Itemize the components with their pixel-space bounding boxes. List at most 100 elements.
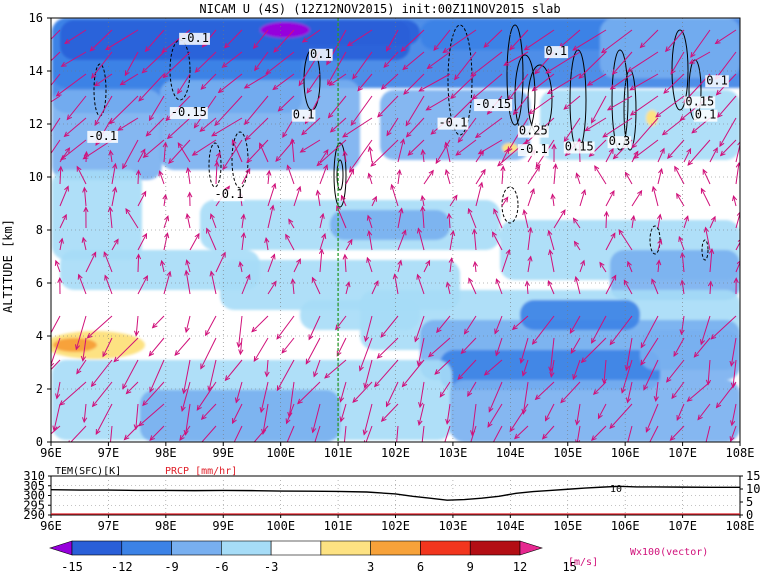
contour-label-bg-1 [309,48,333,61]
wind-vector-shaft [535,381,555,400]
wind-vector-shaft [89,29,113,52]
wind-vector-head [187,191,193,198]
wind-vector-head [521,408,527,415]
wind-vector-shaft [241,274,251,295]
wind-vector-head [380,84,387,90]
wind-vector-head [347,238,353,245]
wind-vector-shaft [472,73,503,100]
wind-vector-444 [352,381,373,403]
wind-vector-208 [552,163,558,185]
wind-vector-head [552,163,558,170]
wind-vector-shaft [627,51,659,72]
wind-vector-head [102,351,108,358]
wind-vector-77 [629,73,659,91]
wind-vector-shaft [657,148,665,163]
ts-yleft-label-3: 305 [23,479,45,493]
wind-vector-shaft [468,208,477,229]
wind-vector-head [584,126,591,132]
wind-vector-shaft [319,249,323,273]
wind-vector-head [340,194,346,201]
wind-vector-245 [107,206,113,229]
wind-vector-head [336,204,341,212]
wind-vector-shaft [397,139,405,163]
wind-vector-19 [523,29,555,51]
contour-label-15: 0.1 [706,73,728,87]
main-xtick-label-5: 101E [324,446,353,460]
wind-vector-383 [174,337,191,356]
wind-vector-114 [199,117,217,132]
ts-xtick-label-1: 97E [98,519,120,533]
wind-vector-474 [445,403,451,425]
wind-vector-head [548,249,554,256]
wind-vector-head [221,62,228,68]
wind-vector-shaft [66,95,87,120]
wind-vector-shaft [475,117,503,138]
wind-vector-4 [144,29,165,53]
wind-vector-shaft [493,208,503,229]
wind-vector-head [113,356,120,363]
wind-vector-358 [236,315,243,349]
wind-vector-shaft [417,228,425,251]
wind-vector-shaft [267,254,275,273]
wind-vector-104 [629,95,659,116]
wind-vector-283 [397,229,407,251]
wind-vector-head [541,433,548,440]
wind-vector-28 [60,51,87,67]
wind-vector-205 [475,168,486,185]
main-xtick-label-4: 100E [266,446,295,460]
wind-vector-shaft [341,195,347,207]
wind-vector-head [238,349,244,356]
wind-vector-337 [392,273,399,295]
wind-vector-407 [90,359,113,388]
wind-vector-head [676,192,682,199]
shade-blob-25 [300,300,420,330]
wind-vector-head [639,42,646,49]
wind-vector-head [91,251,97,258]
wind-vector-shaft [457,359,477,380]
wind-vector-head [119,80,126,86]
wind-vector-head [494,328,500,335]
wind-vector-head [141,190,147,197]
wind-vector-head [77,273,83,280]
wind-vector-head [58,237,64,244]
wind-vector-380 [102,337,113,358]
wind-vector-463 [138,403,165,427]
wind-vector-head [435,158,441,165]
wind-vector-shaft [421,425,425,442]
wind-vector-shaft [446,282,451,295]
wind-vector-head [358,365,364,372]
contour-label-bg-5 [213,189,245,202]
wind-vector-261 [522,209,529,229]
wind-vector-shaft [199,117,217,132]
ts-yleft-label-1: 295 [23,498,45,512]
wind-vector-shaft [122,359,139,389]
wind-vector-shaft [442,29,477,53]
wind-vector-head [309,452,313,457]
wind-vector-52 [688,51,711,64]
wind-vector-183 [605,147,614,163]
wind-vector-369 [511,315,529,331]
wind-vector-334 [311,276,321,295]
wind-vector-head [643,384,649,391]
wind-vector-head [624,365,630,372]
wind-vector-shaft [407,139,425,156]
wind-vector-shaft [189,233,200,251]
wind-vector-head [123,434,130,441]
wind-vector-47 [545,51,581,74]
shade-blob-3 [300,20,420,45]
wind-vector-shaft [640,315,659,348]
wind-vector-370 [531,315,555,345]
wind-vector-head [148,115,154,122]
wind-vector-head [667,153,673,159]
wind-vector-282 [366,229,373,251]
main-ytick-label-5: 10 [29,170,43,184]
wind-vector-shaft [253,337,269,362]
wind-vector-476 [487,403,503,428]
contour-13 [611,49,629,151]
wind-vector-shaft [51,139,61,155]
wind-vector-175 [397,138,406,163]
wind-vector-shaft [76,359,87,374]
wind-vector-317 [579,259,586,273]
wind-vector-507 [590,425,607,442]
